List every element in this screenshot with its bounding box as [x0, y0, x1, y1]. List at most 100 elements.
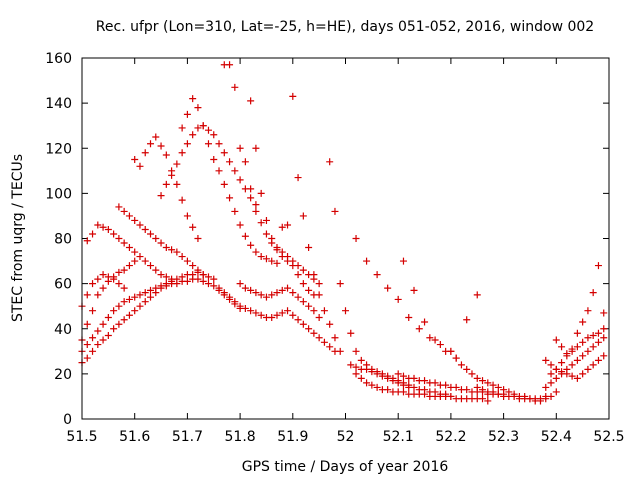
- data-point: [241, 158, 249, 166]
- data-point: [326, 158, 334, 166]
- x-tick-label: 51.5: [66, 429, 97, 445]
- data-point: [199, 122, 207, 130]
- series-satellite-8: [157, 122, 260, 209]
- data-point: [189, 95, 197, 103]
- data-point: [558, 368, 566, 376]
- data-point: [368, 381, 376, 389]
- data-point: [500, 390, 508, 398]
- data-point: [162, 280, 170, 288]
- data-point: [294, 271, 302, 279]
- data-point: [584, 307, 592, 315]
- data-point: [447, 347, 455, 355]
- data-point: [278, 248, 286, 256]
- x-axis-label: GPS time / Days of year 2016: [242, 459, 449, 475]
- data-point: [125, 212, 133, 220]
- data-point: [115, 302, 123, 310]
- data-point: [536, 397, 544, 405]
- data-point: [563, 350, 571, 358]
- data-point: [162, 273, 170, 281]
- data-point: [252, 144, 260, 152]
- series-satellite-22: [473, 383, 560, 405]
- data-point: [262, 216, 270, 224]
- data-point: [594, 356, 602, 364]
- data-point: [589, 332, 597, 340]
- data-point: [141, 149, 149, 157]
- data-point: [215, 167, 223, 175]
- data-point: [273, 311, 281, 319]
- data-point: [131, 216, 139, 224]
- data-point: [226, 194, 234, 202]
- data-point: [204, 140, 212, 148]
- data-point: [584, 347, 592, 355]
- data-point: [484, 379, 492, 387]
- data-point: [384, 386, 392, 394]
- x-tick-label: 52.1: [383, 429, 414, 445]
- data-point: [99, 320, 107, 328]
- data-point: [125, 295, 133, 303]
- data-point: [115, 235, 123, 242]
- data-point: [189, 262, 197, 270]
- x-tick-label: 51.9: [277, 429, 308, 445]
- data-point: [125, 311, 133, 319]
- data-point: [378, 372, 386, 380]
- data-point: [600, 352, 608, 360]
- data-point: [220, 180, 228, 188]
- data-point: [257, 311, 265, 319]
- x-tick-label: 52.5: [593, 429, 624, 445]
- data-point: [268, 257, 276, 265]
- data-point: [547, 370, 555, 378]
- data-point: [252, 289, 260, 297]
- data-point: [399, 388, 407, 396]
- data-point: [558, 359, 566, 367]
- data-point: [141, 257, 149, 265]
- data-point: [273, 289, 281, 297]
- y-tick-label: 120: [45, 141, 72, 157]
- data-point: [162, 244, 170, 252]
- data-point: [315, 291, 323, 299]
- data-point: [468, 370, 476, 378]
- data-point: [447, 392, 455, 400]
- data-point: [204, 280, 212, 288]
- data-point: [131, 156, 139, 164]
- data-point: [305, 244, 313, 252]
- data-point: [473, 383, 481, 391]
- data-point: [120, 239, 128, 247]
- data-point: [247, 286, 255, 294]
- data-point: [584, 334, 592, 342]
- y-tick-label: 20: [54, 367, 72, 383]
- series-satellite-25: [552, 262, 608, 358]
- data-point: [479, 395, 487, 403]
- data-point: [183, 212, 191, 220]
- data-point: [600, 334, 608, 342]
- series-satellite-2: [78, 268, 218, 355]
- data-point: [342, 307, 349, 315]
- data-point: [236, 302, 244, 310]
- data-point: [247, 97, 255, 105]
- data-point: [131, 307, 139, 315]
- data-point: [473, 374, 481, 382]
- data-point: [552, 365, 560, 373]
- y-tick-label: 0: [63, 412, 72, 428]
- data-point: [563, 370, 571, 378]
- data-point: [210, 156, 218, 164]
- data-point: [152, 284, 160, 292]
- data-point: [115, 268, 123, 276]
- data-point: [547, 379, 555, 387]
- data-point: [115, 203, 123, 211]
- data-point: [104, 273, 112, 281]
- data-point: [89, 280, 97, 288]
- data-point: [252, 207, 260, 215]
- data-point: [589, 343, 597, 351]
- data-point: [152, 266, 160, 274]
- data-point: [558, 343, 566, 351]
- data-point: [320, 307, 328, 315]
- data-point: [262, 230, 270, 238]
- data-point: [331, 347, 339, 355]
- series-satellite-10: [220, 61, 318, 299]
- data-point: [552, 336, 560, 344]
- data-point: [226, 293, 234, 301]
- data-point: [210, 131, 218, 139]
- data-point: [305, 286, 313, 294]
- series-satellite-17: [352, 370, 492, 405]
- data-point: [110, 275, 118, 283]
